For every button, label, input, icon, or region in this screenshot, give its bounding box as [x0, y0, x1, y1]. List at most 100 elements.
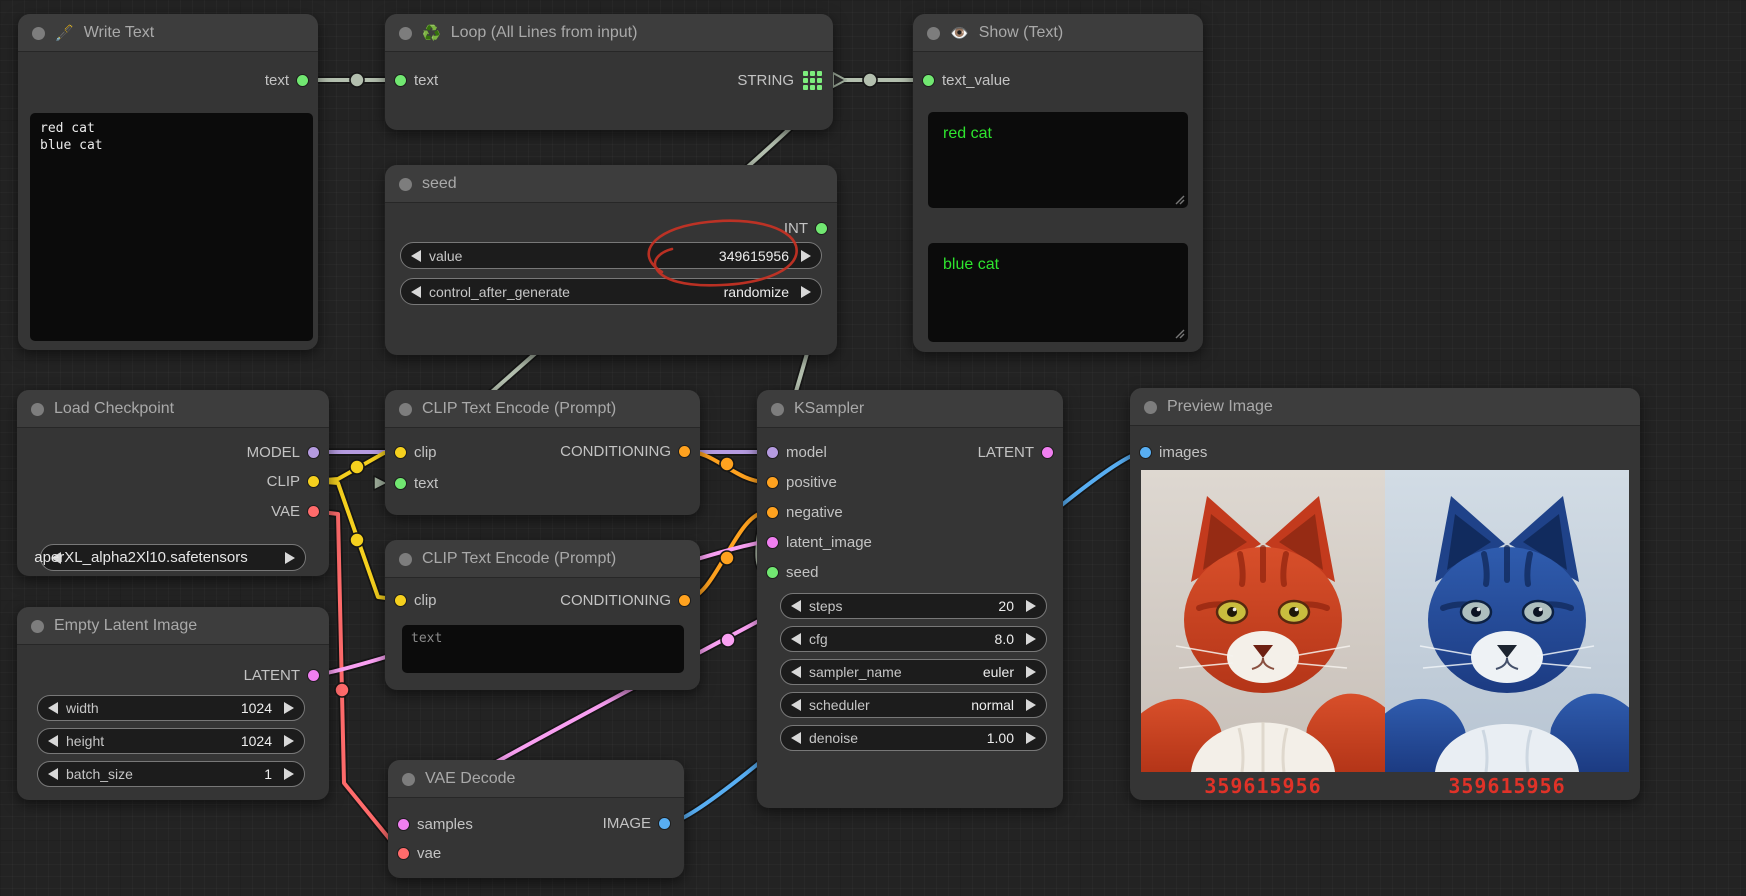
output-slot-clip[interactable]: CLIP — [267, 471, 319, 491]
scheduler-widget[interactable]: scheduler normal — [780, 692, 1047, 718]
clip-input-dot[interactable] — [395, 446, 406, 458]
node-clip-text-encode-2[interactable]: CLIP Text Encode (Prompt) clip CONDITION… — [385, 540, 700, 690]
width-widget[interactable]: width 1024 — [37, 695, 305, 721]
node-header[interactable]: 🖋️ Write Text — [18, 14, 318, 52]
clip-output-dot[interactable] — [308, 475, 319, 487]
node-header[interactable]: 👁️ Show (Text) — [913, 14, 1203, 52]
input-slot-text[interactable]: text — [395, 473, 438, 493]
node-empty-latent-image[interactable]: Empty Latent Image LATENT width 1024 hei… — [17, 607, 329, 800]
input-slot-clip[interactable]: clip — [395, 590, 437, 610]
output-slot-latent[interactable]: LATENT — [978, 442, 1053, 462]
decrement-arrow-icon[interactable] — [791, 633, 801, 645]
output-slot-int[interactable]: INT — [784, 218, 827, 238]
next-option-arrow-icon[interactable] — [1026, 699, 1036, 711]
ckpt-name-widget[interactable]: aperXL_alpha2Xl10.safetensors — [34, 544, 306, 571]
batch-size-widget[interactable]: batch_size 1 — [37, 761, 305, 787]
conditioning-output-dot[interactable] — [679, 594, 690, 606]
node-show-text[interactable]: 👁️ Show (Text) text_value red cat blue c… — [913, 14, 1203, 352]
node-header[interactable]: seed — [385, 165, 837, 203]
prev-option-arrow-icon[interactable] — [791, 699, 801, 711]
samples-input-dot[interactable] — [398, 818, 409, 830]
node-header[interactable]: VAE Decode — [388, 760, 684, 798]
next-option-arrow-icon[interactable] — [285, 552, 295, 564]
clip-input-dot[interactable] — [395, 594, 406, 606]
height-widget[interactable]: height 1024 — [37, 728, 305, 754]
latent-output-dot[interactable] — [1042, 446, 1053, 458]
text-output-dot[interactable] — [297, 74, 308, 86]
vae-input-dot[interactable] — [398, 847, 409, 859]
resize-grip-icon[interactable] — [1173, 193, 1185, 205]
input-slot-latent-image[interactable]: latent_image — [767, 532, 872, 552]
steps-widget[interactable]: steps 20 — [780, 593, 1047, 619]
decrement-arrow-icon[interactable] — [791, 732, 801, 744]
node-header[interactable]: KSampler — [757, 390, 1063, 428]
output-slot-model[interactable]: MODEL — [247, 442, 319, 462]
input-slot-clip[interactable]: clip — [395, 442, 437, 462]
increment-arrow-icon[interactable] — [284, 768, 294, 780]
node-write-text[interactable]: 🖋️ Write Text text red cat blue cat — [18, 14, 318, 350]
node-preview-image[interactable]: Preview Image images — [1130, 388, 1640, 800]
show-text-output-1[interactable]: red cat — [928, 112, 1188, 208]
text-input-dot[interactable] — [395, 74, 406, 86]
output-slot-text[interactable]: text — [265, 70, 308, 90]
input-slot-images[interactable]: images — [1140, 442, 1207, 462]
model-output-dot[interactable] — [308, 446, 319, 458]
prev-option-arrow-icon[interactable] — [51, 552, 61, 564]
conditioning-output-dot[interactable] — [679, 445, 690, 457]
output-slot-conditioning[interactable]: CONDITIONING — [560, 441, 690, 461]
resize-grip-icon[interactable] — [1173, 327, 1185, 339]
increment-arrow-icon[interactable] — [1026, 600, 1036, 612]
prompt-textarea[interactable]: text — [402, 625, 684, 673]
output-slot-image[interactable]: IMAGE — [603, 813, 670, 833]
increment-arrow-icon[interactable] — [1026, 732, 1036, 744]
int-output-dot[interactable] — [816, 222, 827, 234]
increment-arrow-icon[interactable] — [284, 735, 294, 747]
input-slot-text-value[interactable]: text_value — [923, 70, 1010, 90]
increment-arrow-icon[interactable] — [801, 249, 811, 262]
positive-input-dot[interactable] — [767, 476, 778, 488]
model-input-dot[interactable] — [767, 446, 778, 458]
node-load-checkpoint[interactable]: Load Checkpoint MODEL CLIP VAE aperXL_al… — [17, 390, 329, 576]
output-slot-vae[interactable]: VAE — [271, 501, 319, 521]
decrement-arrow-icon[interactable] — [411, 285, 421, 298]
input-slot-positive[interactable]: positive — [767, 472, 837, 492]
input-slot-text[interactable]: text — [395, 70, 438, 90]
node-seed[interactable]: seed INT value 349615956 control_after_g… — [385, 165, 837, 355]
output-slot-latent[interactable]: LATENT — [244, 665, 319, 685]
node-header[interactable]: ♻️ Loop (All Lines from input) — [385, 14, 833, 52]
increment-arrow-icon[interactable] — [801, 285, 811, 298]
control-after-generate-widget[interactable]: control_after_generate randomize — [400, 278, 822, 305]
text-input-dot[interactable] — [395, 477, 406, 489]
node-clip-text-encode-1[interactable]: CLIP Text Encode (Prompt) clip text COND… — [385, 390, 700, 515]
image-output-dot[interactable] — [659, 817, 670, 829]
negative-input-dot[interactable] — [767, 506, 778, 518]
vae-output-dot[interactable] — [308, 505, 319, 517]
node-header[interactable]: Preview Image — [1130, 388, 1640, 426]
node-vae-decode[interactable]: VAE Decode samples vae IMAGE — [388, 760, 684, 878]
decrement-arrow-icon[interactable] — [791, 600, 801, 612]
decrement-arrow-icon[interactable] — [48, 735, 58, 747]
node-header[interactable]: Empty Latent Image — [17, 607, 329, 645]
decrement-arrow-icon[interactable] — [48, 768, 58, 780]
latent-output-dot[interactable] — [308, 669, 319, 681]
sampler-name-widget[interactable]: sampler_name euler — [780, 659, 1047, 685]
input-slot-model[interactable]: model — [767, 442, 827, 462]
decrement-arrow-icon[interactable] — [411, 249, 421, 262]
text-value-input-dot[interactable] — [923, 74, 934, 86]
input-slot-vae[interactable]: vae — [398, 843, 441, 863]
cfg-widget[interactable]: cfg 8.0 — [780, 626, 1047, 652]
output-slot-conditioning[interactable]: CONDITIONING — [560, 590, 690, 610]
increment-arrow-icon[interactable] — [1026, 633, 1036, 645]
show-text-output-2[interactable]: blue cat — [928, 243, 1188, 342]
seed-value-widget[interactable]: value 349615956 — [400, 242, 822, 269]
increment-arrow-icon[interactable] — [284, 702, 294, 714]
input-slot-seed[interactable]: seed — [767, 562, 819, 582]
node-header[interactable]: Load Checkpoint — [17, 390, 329, 428]
seed-input-dot[interactable] — [767, 566, 778, 578]
input-slot-negative[interactable]: negative — [767, 502, 843, 522]
output-slot-string[interactable]: STRING — [737, 70, 823, 90]
latent-image-input-dot[interactable] — [767, 536, 778, 548]
input-slot-samples[interactable]: samples — [398, 814, 473, 834]
decrement-arrow-icon[interactable] — [48, 702, 58, 714]
